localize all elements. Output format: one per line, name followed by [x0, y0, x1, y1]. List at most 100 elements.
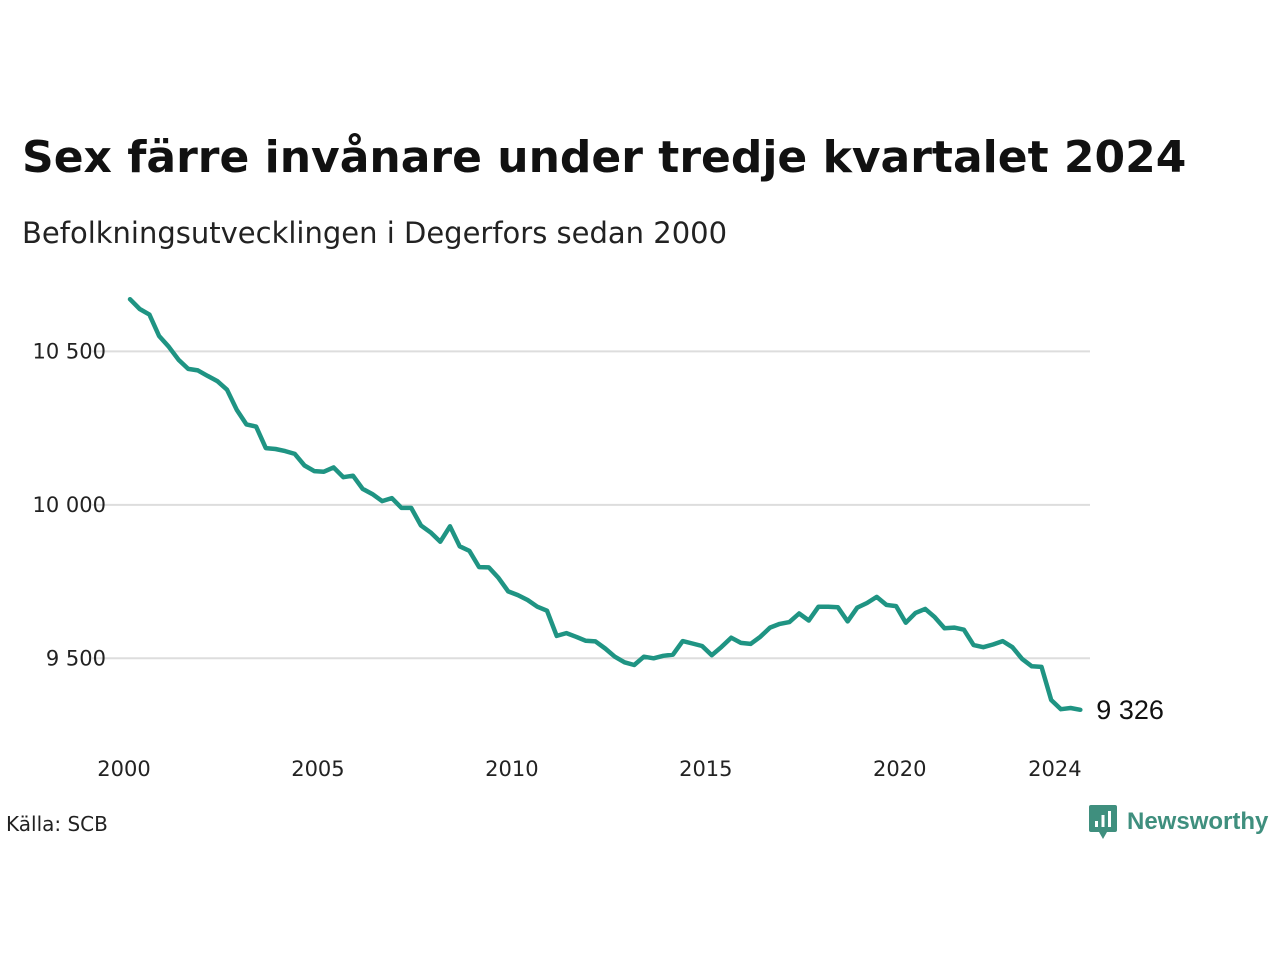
data-point	[564, 631, 568, 635]
data-point	[710, 653, 714, 657]
data-point	[147, 313, 151, 317]
data-point	[778, 622, 782, 626]
data-point	[186, 367, 190, 371]
data-point	[739, 641, 743, 645]
data-point	[419, 523, 423, 527]
data-point	[244, 422, 248, 426]
data-point	[516, 593, 520, 597]
data-point	[623, 660, 627, 664]
data-point	[991, 643, 995, 647]
end-value-label: 9 326	[1096, 695, 1164, 725]
data-point	[642, 655, 646, 659]
data-point	[215, 379, 219, 383]
data-point	[855, 606, 859, 610]
data-point	[603, 647, 607, 651]
data-point	[128, 297, 132, 301]
data-point	[1020, 657, 1024, 661]
data-point	[429, 530, 433, 534]
data-point	[157, 334, 161, 338]
data-point	[1010, 645, 1014, 649]
data-point	[177, 358, 181, 362]
data-point	[826, 605, 830, 609]
x-tick-label: 2020	[873, 757, 926, 781]
data-point	[943, 626, 947, 630]
population-line	[127, 296, 1083, 713]
x-tick-label: 2005	[291, 757, 344, 781]
data-point	[914, 611, 918, 615]
source-note: Källa: SCB	[6, 812, 108, 836]
data-point	[923, 607, 927, 611]
data-point	[962, 628, 966, 632]
data-point	[952, 626, 956, 630]
data-point	[487, 565, 491, 569]
data-point	[264, 446, 268, 450]
data-point	[584, 639, 588, 643]
x-tick-label: 2000	[97, 757, 150, 781]
data-point	[594, 639, 598, 643]
data-point	[904, 621, 908, 625]
data-point	[1001, 639, 1005, 643]
data-point	[613, 655, 617, 659]
brand-logo: Newsworthy	[1088, 804, 1268, 840]
data-point	[749, 642, 753, 646]
data-point	[1049, 698, 1053, 702]
data-point	[787, 620, 791, 624]
data-point	[448, 524, 452, 528]
data-point	[1059, 707, 1063, 711]
data-point	[409, 506, 413, 510]
data-point	[167, 345, 171, 349]
data-point	[681, 639, 685, 643]
data-point	[981, 645, 985, 649]
data-point	[535, 605, 539, 609]
x-tick-label: 2010	[485, 757, 538, 781]
data-point	[671, 653, 675, 657]
x-axis-ticks: 2000 2005 2010 2015 2020 2024	[97, 757, 1081, 781]
chart-title: Sex färre invånare under tredje kvartale…	[22, 132, 1187, 183]
data-point	[467, 549, 471, 553]
brand-name: Newsworthy	[1127, 808, 1269, 835]
data-point	[720, 645, 724, 649]
x-tick-label: 2015	[679, 757, 732, 781]
gridlines	[92, 350, 1090, 660]
data-point	[817, 605, 821, 609]
data-point	[351, 474, 355, 478]
data-point	[690, 642, 694, 646]
data-point	[836, 605, 840, 609]
data-point	[797, 612, 801, 616]
data-point	[506, 589, 510, 593]
data-point	[225, 388, 229, 392]
data-point	[254, 425, 258, 429]
data-point	[1078, 708, 1082, 712]
chart-subtitle: Befolkningsutvecklingen i Degerfors seda…	[22, 216, 728, 250]
data-point	[807, 619, 811, 623]
data-point	[758, 635, 762, 639]
data-point	[1040, 665, 1044, 669]
y-tick-label: 9 500	[46, 646, 106, 670]
data-point	[390, 496, 394, 500]
data-point	[322, 470, 326, 474]
data-point	[497, 576, 501, 580]
data-point	[303, 464, 307, 468]
y-axis-ticks: 9 500 10 000 10 500	[33, 339, 106, 670]
data-point	[293, 452, 297, 456]
x-tick-label: 2024	[1028, 757, 1081, 781]
bar-chart-speech-bubble-icon	[1089, 805, 1117, 839]
data-point	[312, 469, 316, 473]
data-point	[370, 492, 374, 496]
data-point	[196, 368, 200, 372]
data-point	[865, 601, 869, 605]
data-point	[768, 626, 772, 630]
data-point	[661, 654, 665, 658]
data-point	[274, 447, 278, 451]
data-point	[526, 598, 530, 602]
data-point	[138, 307, 142, 311]
data-point	[400, 506, 404, 510]
data-point	[555, 634, 559, 638]
data-point	[283, 449, 287, 453]
data-point	[458, 544, 462, 548]
data-point	[380, 499, 384, 503]
data-point	[574, 635, 578, 639]
data-point	[332, 465, 336, 469]
data-point	[1030, 664, 1034, 668]
